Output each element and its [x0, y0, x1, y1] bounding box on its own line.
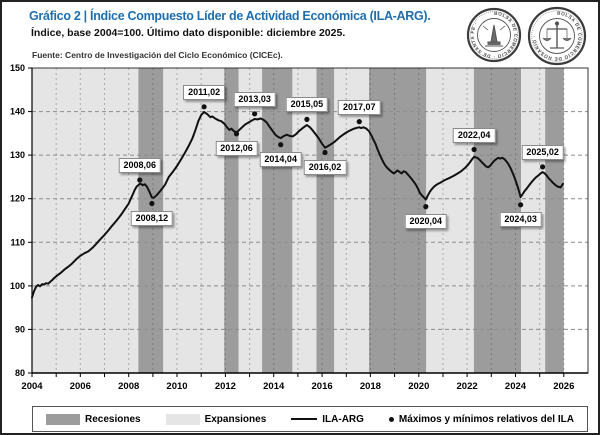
extreme-dot [540, 164, 546, 170]
y-tick-label: 140 [10, 107, 25, 117]
extreme-dot [518, 202, 524, 208]
legend-label: Expansiones [204, 413, 267, 425]
y-tick-label: 150 [10, 63, 25, 73]
ila-arg-line [31, 111, 564, 299]
x-tick-label: 2008 [118, 381, 139, 392]
dot-sample-icon [388, 416, 394, 422]
x-tick-label: 2020 [408, 381, 429, 392]
legend-item-expansions: Expansiones [165, 413, 267, 425]
extreme-dot [233, 131, 240, 137]
y-tick-label: 130 [10, 150, 25, 160]
extreme-dot [149, 200, 155, 207]
extreme-dot [471, 146, 477, 153]
x-tick-label: 2012 [215, 381, 236, 392]
x-tick-label: 2004 [21, 381, 43, 392]
extreme-dot [201, 104, 207, 110]
recession-band [369, 68, 427, 373]
recession-band [262, 68, 293, 373]
recession-band [473, 68, 521, 373]
expansion-swatch-icon [165, 413, 200, 425]
legend-label: Máximos y mínimos relativos del ILA [398, 413, 574, 425]
x-tick-label: 2016 [312, 381, 333, 392]
page-title: Gráfico 2 | Índice Compuesto Líder de Ac… [29, 9, 431, 23]
extreme-dot [304, 116, 310, 122]
monument-emblem-icon [482, 24, 506, 47]
legend-item-recessions: Recesiones [46, 413, 141, 425]
y-tick-label: 80 [15, 368, 25, 378]
recession-band [316, 68, 335, 373]
extreme-dot [356, 119, 362, 125]
recession-band [545, 68, 564, 373]
y-tick-label: 90 [15, 324, 25, 334]
x-tick-label: 2006 [70, 381, 91, 392]
x-tick-label: 2018 [360, 381, 381, 392]
extreme-dot [322, 149, 328, 156]
line-chart: 2004 2006 2008 2010 2012 2014 2016 2018 2020 2022… [10, 63, 589, 392]
y-tick-label: 110 [10, 237, 25, 247]
y-tick-label: 120 [10, 194, 25, 204]
extreme-dot [278, 142, 284, 148]
extreme-dot [252, 111, 258, 117]
y-tick-label: 100 [10, 281, 25, 291]
chart-subtitle: Índice, base 2004=100. Último dato dispo… [31, 27, 346, 39]
recession-band [224, 68, 239, 373]
recession-swatch-icon [46, 413, 80, 425]
scales-emblem-icon [542, 21, 572, 49]
x-tick-label: 2026 [553, 381, 574, 392]
extreme-dot [137, 177, 143, 183]
legend-label: Recesiones [85, 413, 141, 425]
source-note: Fuente: Centro de Investigación del Cicl… [32, 50, 283, 60]
bolsa-santa-fe-seal-icon: BOLSA DE COMERCIO · DE SANTA FE · [466, 7, 522, 63]
x-tick-label: 2010 [166, 381, 187, 392]
x-tick-label: 2024 [505, 381, 527, 392]
recession-band [138, 68, 164, 373]
x-tick-label: 2014 [263, 381, 285, 392]
bolsa-rosario-seal-icon: BOLSA DE COMERCIO DE ROSARIO · [527, 6, 587, 66]
extreme-dot [423, 204, 429, 210]
chart-legend: Recesiones Expansiones ILA-ARG Máximos y… [32, 406, 588, 432]
legend-item-ila-arg: ILA-ARG [291, 414, 364, 425]
x-tick-label: 2022 [457, 381, 478, 392]
line-sample-icon [291, 418, 318, 420]
legend-item-extremes: Máximos y mínimos relativos del ILA [388, 413, 574, 425]
legend-label: ILA-ARG [322, 413, 364, 425]
